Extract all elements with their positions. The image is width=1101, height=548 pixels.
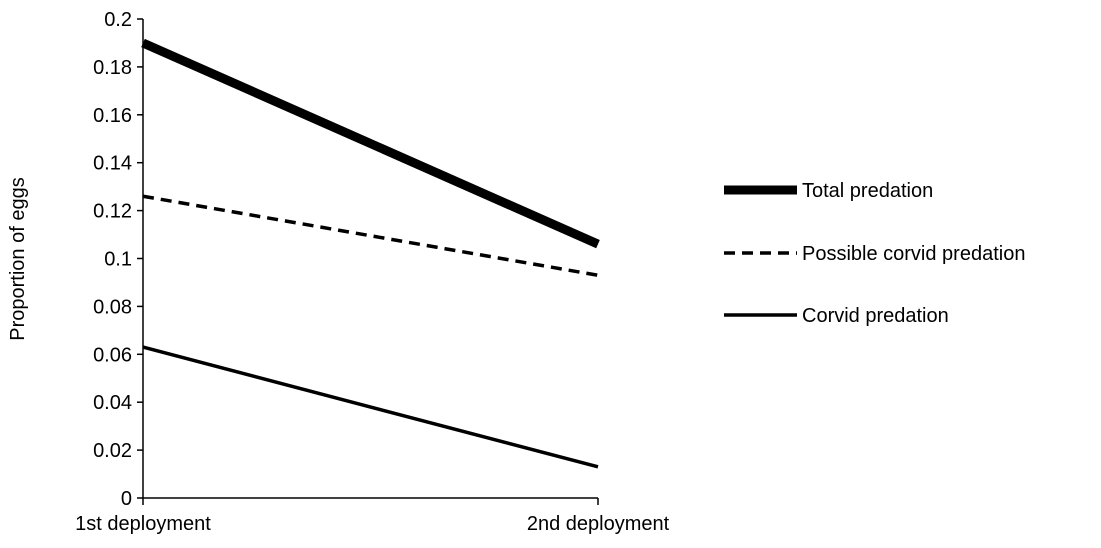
y-tick-label: 0.16	[93, 105, 132, 127]
series-line-1	[142, 194, 599, 277]
y-tick-label: 0.1	[104, 249, 132, 271]
y-tick-label: 0.06	[93, 344, 132, 366]
series-line-0	[141, 38, 600, 249]
y-tick-label: 0.14	[93, 153, 132, 175]
series-layer	[141, 38, 600, 469]
legend-label-0: Total predation	[802, 180, 933, 202]
x-tick-label: 1st deployment	[75, 513, 211, 535]
x-tick-label: 2nd deployment	[527, 513, 670, 535]
y-axis: 0 0.02 0.04 0.06 0.08 0.1 0.12 0.14 0.16 0.18 0.2	[93, 9, 144, 510]
legend: Total predation Possible corvid predation…	[724, 180, 1025, 327]
y-tick-label: 0.02	[93, 440, 132, 462]
x-axis: 1st deployment 2nd deployment	[75, 497, 670, 535]
legend-label-2: Corvid predation	[802, 305, 949, 327]
y-axis-title: Proportion of eggs	[7, 177, 29, 340]
y-tick-label: 0	[121, 488, 132, 510]
y-tick-label: 0.2	[104, 9, 132, 31]
y-tick-label: 0.08	[93, 296, 132, 318]
series-line-2	[142, 345, 599, 469]
y-tick-label: 0.04	[93, 392, 132, 414]
y-tick-label: 0.18	[93, 57, 132, 79]
y-tick-label: 0.12	[93, 201, 132, 223]
legend-label-1: Possible corvid predation	[802, 243, 1025, 265]
